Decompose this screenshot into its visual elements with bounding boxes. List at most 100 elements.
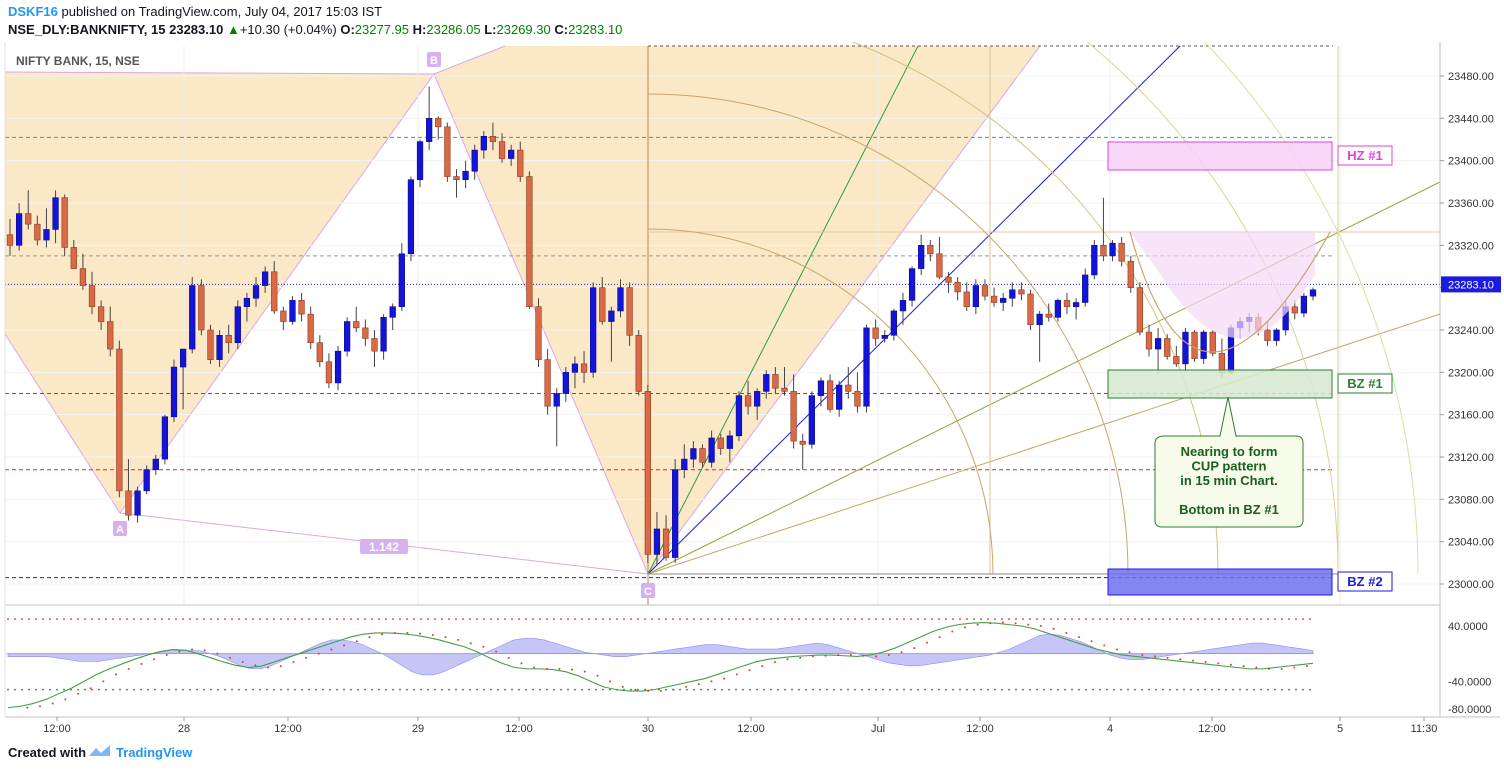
- oscillator-line: [7, 621, 1314, 709]
- upper-level-dot: [770, 618, 772, 620]
- price-tick-label: 23200.00: [1448, 367, 1494, 379]
- candle-body: [1182, 331, 1189, 365]
- candle-body: [280, 310, 287, 322]
- upper-level-dot: [945, 618, 947, 620]
- candle-body: [1200, 331, 1207, 359]
- signal-dot: [875, 655, 878, 658]
- lower-level-dot: [385, 688, 387, 691]
- lower-level-dot: [7, 688, 9, 691]
- upper-level-dot: [805, 618, 807, 620]
- signal-dot: [267, 666, 270, 669]
- lower-level-dot: [1113, 688, 1115, 691]
- lower-level-dot: [1099, 688, 1101, 691]
- author-link[interactable]: DSKF16: [8, 4, 58, 19]
- upper-level-dot: [217, 618, 219, 620]
- symbol-name[interactable]: NSE_DLY:BANKNIFTY, 15: [8, 22, 166, 37]
- lower-level-dot: [1232, 688, 1234, 691]
- upper-level-dot: [112, 618, 114, 620]
- signal-dot: [64, 698, 67, 701]
- candle: [97, 300, 105, 330]
- upper-level-dot: [1218, 618, 1220, 620]
- time-tick-label: 12:00: [43, 723, 71, 735]
- upper-level-dot: [1022, 618, 1024, 620]
- candle-body: [1145, 331, 1153, 350]
- candle: [672, 459, 679, 563]
- candle: [189, 277, 196, 354]
- lower-level-dot: [700, 688, 702, 691]
- candle: [1054, 298, 1061, 322]
- indicator-tick-label: -40.0000: [1448, 676, 1491, 688]
- upper-level-dot: [497, 618, 499, 620]
- signal-dot: [305, 656, 308, 659]
- upper-level-dot: [105, 618, 107, 620]
- candle-body: [70, 247, 77, 269]
- upper-level-dot: [119, 618, 121, 620]
- candle-body: [1054, 300, 1061, 318]
- time-tick-label: 12:00: [966, 723, 994, 735]
- upper-level-dot: [581, 618, 583, 620]
- upper-level-dot: [140, 618, 142, 620]
- upper-level-dot: [987, 618, 989, 620]
- point-marker: [641, 583, 655, 598]
- candle-body: [590, 287, 597, 373]
- candle: [571, 356, 579, 389]
- upper-level-dot: [553, 618, 555, 620]
- upper-level-dot: [693, 618, 695, 620]
- upper-level-dot: [91, 618, 93, 620]
- lower-level-dot: [812, 688, 814, 691]
- lower-level-dot: [413, 688, 415, 691]
- candle-body: [562, 372, 569, 394]
- candle-body: [1027, 293, 1034, 326]
- signal-dot: [229, 656, 232, 659]
- candle-body: [298, 300, 305, 315]
- candle: [1036, 310, 1043, 362]
- lower-level-dot: [665, 688, 667, 691]
- candle-body: [608, 310, 615, 322]
- lower-level-dot: [392, 688, 394, 691]
- signal-dot: [1052, 627, 1055, 630]
- price-tick-label: 23360.00: [1448, 198, 1494, 210]
- upper-level-dot: [1001, 618, 1003, 620]
- upper-level-dot: [1092, 618, 1094, 620]
- zone-label-box: [1337, 145, 1393, 166]
- candle: [735, 391, 743, 442]
- lower-level-dot: [973, 688, 975, 691]
- candle: [380, 314, 387, 360]
- lower-level-dot: [161, 688, 163, 691]
- candle: [717, 433, 724, 455]
- candle: [1173, 345, 1180, 368]
- lower-level-dot: [1127, 688, 1129, 691]
- signal-dot: [887, 654, 890, 657]
- tradingview-link[interactable]: TradingView: [116, 745, 193, 760]
- lower-level-dot: [1015, 688, 1017, 691]
- candle: [1191, 330, 1198, 362]
- candle-body: [316, 342, 323, 363]
- lower-level-dot: [532, 688, 534, 691]
- signal-dot: [1103, 644, 1106, 647]
- signal-dot: [89, 687, 92, 690]
- upper-level-dot: [574, 618, 576, 620]
- lower-level-dot: [84, 688, 86, 691]
- signal-dot: [1306, 665, 1308, 668]
- candle-body: [708, 437, 715, 463]
- upper-level-dot: [763, 618, 765, 620]
- upper-level-dot: [1029, 618, 1031, 620]
- candle-body: [198, 285, 205, 331]
- lower-level-dot: [1267, 688, 1269, 691]
- candle-body: [207, 329, 214, 360]
- candle-body: [143, 469, 150, 492]
- upper-level-dot: [273, 618, 275, 620]
- signal-dot: [343, 644, 346, 647]
- candle-body: [152, 458, 159, 471]
- upper-level-dot: [973, 618, 975, 620]
- upper-level-dot: [329, 618, 331, 620]
- candle: [517, 141, 524, 182]
- candle-body: [52, 197, 59, 230]
- lower-level-dot: [1085, 688, 1087, 691]
- upper-level-dot: [1078, 618, 1080, 620]
- upper-level-dot: [826, 618, 828, 620]
- lower-level-dot: [231, 688, 233, 691]
- candle-body: [216, 334, 223, 360]
- candle-body: [371, 338, 378, 352]
